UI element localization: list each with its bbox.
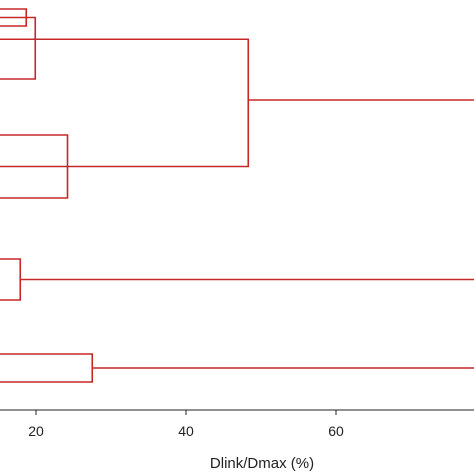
x-tick-label-20: 20 bbox=[28, 423, 44, 439]
dendrogram-links bbox=[0, 8, 474, 383]
dendrogram-link-2 bbox=[0, 16, 37, 80]
x-tick-label-60: 60 bbox=[328, 423, 344, 439]
dendrogram-link-4 bbox=[0, 38, 250, 168]
dendrogram-link-5 bbox=[0, 258, 22, 301]
dendrogram-link-6 bbox=[0, 353, 94, 383]
x-axis-title: Dlink/Dmax (%) bbox=[210, 455, 314, 472]
x-tick-label-40: 40 bbox=[178, 423, 194, 439]
